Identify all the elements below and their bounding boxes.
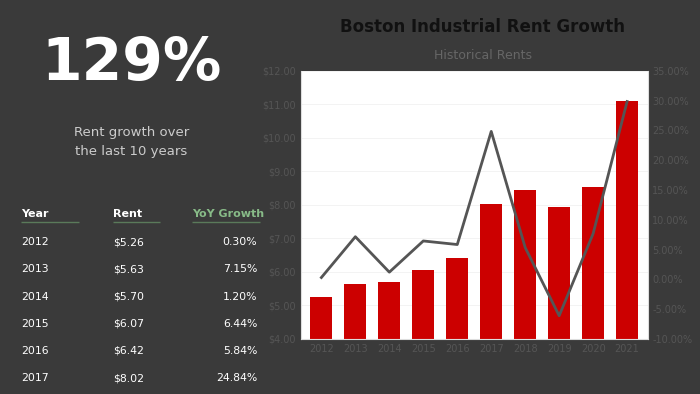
Bar xyxy=(446,258,468,339)
Text: 7.15%: 7.15% xyxy=(223,264,258,274)
Text: 129%: 129% xyxy=(41,35,221,93)
Bar xyxy=(548,207,570,339)
Text: Year: Year xyxy=(21,209,48,219)
Text: 2013: 2013 xyxy=(21,264,48,274)
Bar xyxy=(582,187,604,339)
Text: Historical Rents: Historical Rents xyxy=(434,49,532,62)
Text: 2014: 2014 xyxy=(21,292,48,301)
Bar xyxy=(412,269,434,339)
Text: $6.07: $6.07 xyxy=(113,319,144,329)
Text: $5.70: $5.70 xyxy=(113,292,144,301)
Text: 2015: 2015 xyxy=(21,319,48,329)
Text: 0.30%: 0.30% xyxy=(223,237,258,247)
Bar xyxy=(378,282,400,339)
Text: $5.63: $5.63 xyxy=(113,264,144,274)
Text: 2012: 2012 xyxy=(21,237,48,247)
Text: $6.42: $6.42 xyxy=(113,346,144,356)
Bar xyxy=(514,190,536,339)
Text: 5.84%: 5.84% xyxy=(223,346,258,356)
Bar xyxy=(616,101,638,339)
Text: $8.02: $8.02 xyxy=(113,373,144,383)
Text: Boston Industrial Rent Growth: Boston Industrial Rent Growth xyxy=(340,18,626,36)
Text: Rent growth over
the last 10 years: Rent growth over the last 10 years xyxy=(74,126,189,158)
Bar xyxy=(344,284,366,339)
Legend: Rent (NNN), YoY Growth Rate: Rent (NNN), YoY Growth Rate xyxy=(372,392,576,394)
Text: YoY Growth: YoY Growth xyxy=(192,209,264,219)
Text: 1.20%: 1.20% xyxy=(223,292,258,301)
Text: 2017: 2017 xyxy=(21,373,48,383)
Text: 24.84%: 24.84% xyxy=(216,373,258,383)
Bar xyxy=(310,297,332,339)
Text: 2016: 2016 xyxy=(21,346,48,356)
Bar xyxy=(480,204,503,339)
Text: $5.26: $5.26 xyxy=(113,237,144,247)
Text: 6.44%: 6.44% xyxy=(223,319,258,329)
Text: Rent: Rent xyxy=(113,209,142,219)
